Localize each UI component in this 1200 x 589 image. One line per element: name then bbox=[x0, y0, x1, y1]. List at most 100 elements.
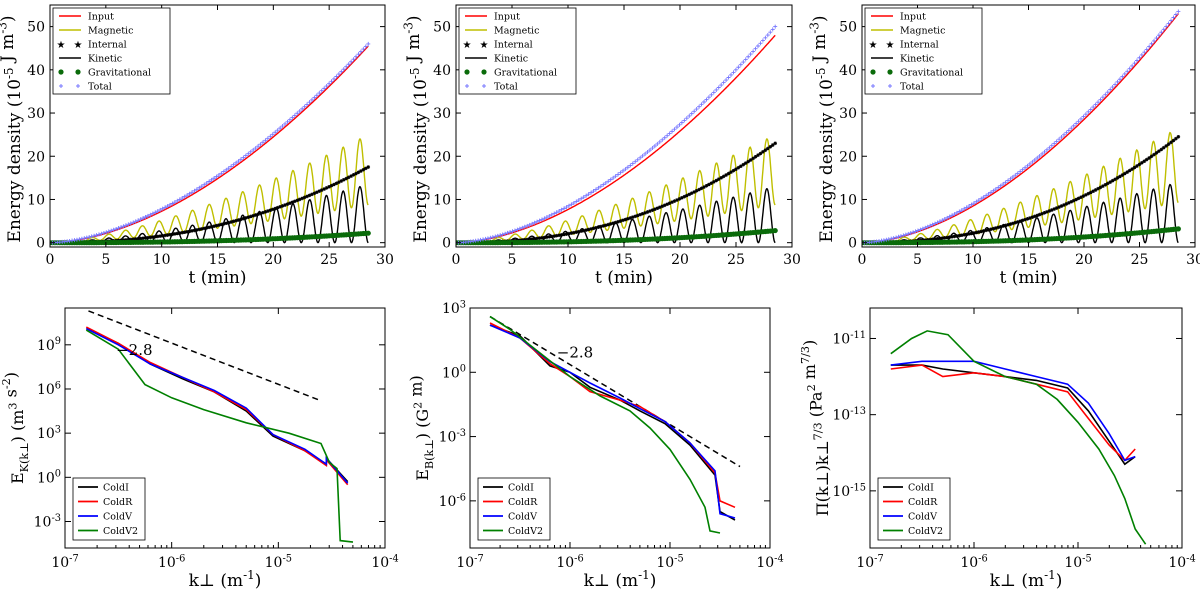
data-point bbox=[1032, 157, 1037, 162]
data-point bbox=[756, 153, 760, 157]
data-point bbox=[234, 218, 238, 223]
data-point bbox=[923, 225, 928, 230]
data-point bbox=[751, 49, 756, 54]
data-point bbox=[540, 236, 544, 240]
data-point bbox=[366, 165, 371, 169]
series-coldr bbox=[890, 364, 1136, 462]
legend-item: ColdR bbox=[483, 497, 538, 508]
data-point bbox=[195, 228, 199, 232]
x-tick-label: 10 bbox=[964, 252, 982, 268]
data-point bbox=[293, 199, 297, 204]
data-point bbox=[701, 99, 706, 104]
data-point bbox=[952, 234, 957, 239]
data-point bbox=[569, 202, 574, 207]
data-point bbox=[1118, 174, 1122, 179]
data-point bbox=[216, 172, 221, 177]
data-point bbox=[881, 238, 886, 243]
data-point bbox=[133, 219, 138, 224]
legend-label: ColdR bbox=[908, 497, 938, 508]
data-point bbox=[121, 224, 126, 229]
data-point bbox=[684, 116, 689, 121]
data-point bbox=[1040, 211, 1044, 216]
data-point bbox=[670, 129, 675, 134]
data-point bbox=[363, 44, 368, 49]
data-point bbox=[697, 104, 702, 109]
data-point bbox=[1057, 137, 1062, 142]
data-point bbox=[150, 211, 155, 216]
data-point bbox=[327, 184, 331, 189]
data-point bbox=[908, 231, 913, 236]
data-point bbox=[957, 233, 962, 238]
data-point bbox=[148, 235, 153, 240]
data-point bbox=[192, 188, 197, 193]
data-point bbox=[1069, 126, 1074, 131]
legend-label: ColdR bbox=[103, 497, 133, 508]
data-point bbox=[283, 121, 288, 126]
legend-label: Input bbox=[494, 12, 520, 23]
data-point bbox=[971, 201, 976, 206]
legend-item: Total bbox=[59, 82, 112, 93]
data-point bbox=[1169, 140, 1173, 145]
data-point bbox=[748, 158, 753, 162]
y-tick-label: 30 bbox=[433, 106, 451, 122]
data-point bbox=[901, 233, 906, 238]
data-point bbox=[1100, 95, 1105, 100]
data-point bbox=[89, 234, 94, 239]
data-point bbox=[611, 175, 616, 180]
data-point bbox=[662, 135, 667, 140]
data-point bbox=[512, 228, 517, 233]
data-point bbox=[709, 92, 714, 97]
data-point bbox=[128, 221, 133, 226]
data-point bbox=[940, 218, 945, 223]
series-gravitational bbox=[862, 226, 1181, 246]
data-point bbox=[559, 207, 564, 212]
legend: Input Magnetic ★ ★ Internal Kinetic Gravitatio… bbox=[864, 7, 983, 95]
data-point bbox=[630, 161, 635, 166]
reference-slope-line bbox=[88, 310, 322, 402]
data-point bbox=[131, 237, 136, 242]
data-point bbox=[1176, 9, 1181, 14]
legend-box bbox=[458, 7, 577, 95]
data-point bbox=[312, 191, 317, 196]
data-point bbox=[1035, 156, 1040, 161]
data-point bbox=[687, 113, 692, 118]
data-point bbox=[1013, 173, 1018, 178]
data-point bbox=[182, 194, 187, 199]
data-point bbox=[950, 213, 955, 218]
data-point bbox=[988, 190, 993, 195]
data-point bbox=[709, 181, 714, 185]
data-point bbox=[579, 196, 584, 201]
data-point bbox=[500, 232, 505, 237]
data-point bbox=[1115, 176, 1120, 180]
x-axis-label: t (min) bbox=[999, 268, 1057, 288]
series-coldv2 bbox=[85, 329, 354, 543]
legend-box bbox=[864, 7, 983, 95]
data-point bbox=[1130, 167, 1134, 171]
data-point bbox=[354, 54, 359, 59]
data-point bbox=[694, 188, 699, 193]
data-point bbox=[692, 109, 697, 114]
data-point bbox=[295, 111, 300, 116]
data-point bbox=[1144, 157, 1149, 162]
legend-item: Kinetic bbox=[871, 54, 934, 65]
legend-item: ColdI bbox=[483, 483, 534, 494]
data-point bbox=[231, 219, 236, 224]
data-point bbox=[319, 88, 324, 93]
y-tick-label: 106 bbox=[37, 380, 61, 398]
data-point bbox=[1091, 189, 1095, 194]
y-axis-label: Π(k⊥)k⊥7/3 (Pa2 m7/3) bbox=[799, 340, 832, 517]
y-tick-label: 40 bbox=[839, 63, 857, 79]
data-point bbox=[258, 142, 263, 147]
data-point bbox=[1127, 66, 1132, 71]
data-point bbox=[753, 154, 758, 159]
data-point bbox=[773, 24, 778, 29]
data-point bbox=[598, 184, 603, 189]
data-point bbox=[1098, 185, 1103, 190]
data-point bbox=[1071, 123, 1076, 128]
x-tick-label: 10 bbox=[559, 252, 577, 268]
legend-item: ColdV2 bbox=[483, 526, 543, 537]
data-point bbox=[224, 167, 229, 172]
data-point bbox=[1103, 92, 1108, 97]
data-point bbox=[305, 102, 310, 107]
data-point bbox=[527, 237, 532, 242]
